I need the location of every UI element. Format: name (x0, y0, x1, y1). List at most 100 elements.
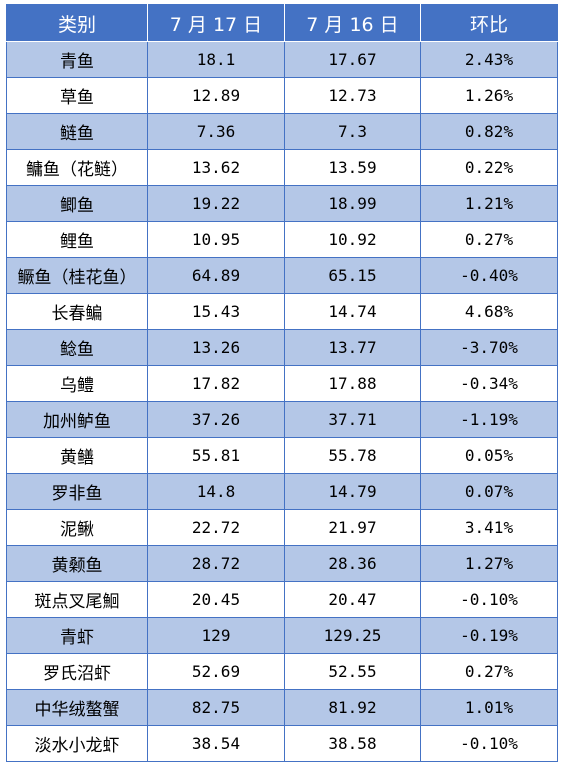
table-row: 青虾 129 129.25 -0.19% (6, 617, 558, 654)
cell-change: -0.10% (420, 581, 558, 618)
cell-price-jul17: 19.22 (147, 185, 285, 222)
cell-price-jul17: 14.8 (147, 473, 285, 510)
cell-category: 鳜鱼（桂花鱼） (6, 257, 148, 294)
cell-price-jul16: 13.77 (284, 329, 421, 366)
cell-price-jul16: 12.73 (284, 77, 421, 114)
cell-price-jul16: 81.92 (284, 689, 421, 726)
cell-change: 1.21% (420, 185, 558, 222)
cell-price-jul17: 82.75 (147, 689, 285, 726)
cell-category: 中华绒螯蟹 (6, 689, 148, 726)
table-row: 罗氏沼虾 52.69 52.55 0.27% (6, 653, 558, 690)
cell-price-jul17: 10.95 (147, 221, 285, 258)
cell-price-jul17: 12.89 (147, 77, 285, 114)
table-row: 黄鳝 55.81 55.78 0.05% (6, 437, 558, 474)
table-row: 鳙鱼（花鲢） 13.62 13.59 0.22% (6, 149, 558, 186)
cell-change: 1.01% (420, 689, 558, 726)
cell-price-jul17: 7.36 (147, 113, 285, 150)
cell-price-jul16: 20.47 (284, 581, 421, 618)
cell-price-jul17: 55.81 (147, 437, 285, 474)
table-row: 淡水小龙虾 38.54 38.58 -0.10% (6, 725, 558, 762)
cell-change: -3.70% (420, 329, 558, 366)
cell-category: 罗非鱼 (6, 473, 148, 510)
cell-category: 淡水小龙虾 (6, 725, 148, 762)
cell-category: 加州鲈鱼 (6, 401, 148, 438)
cell-category: 乌鳢 (6, 365, 148, 402)
header-change: 环比 (420, 4, 558, 42)
cell-change: 3.41% (420, 509, 558, 546)
cell-category: 泥鳅 (6, 509, 148, 546)
cell-change: 0.27% (420, 221, 558, 258)
cell-category: 鲤鱼 (6, 221, 148, 258)
cell-category: 黄颡鱼 (6, 545, 148, 582)
table-row: 鲤鱼 10.95 10.92 0.27% (6, 221, 558, 258)
cell-price-jul17: 17.82 (147, 365, 285, 402)
cell-price-jul17: 28.72 (147, 545, 285, 582)
cell-price-jul17: 22.72 (147, 509, 285, 546)
table-row: 鳜鱼（桂花鱼） 64.89 65.15 -0.40% (6, 257, 558, 294)
table-row: 鲶鱼 13.26 13.77 -3.70% (6, 329, 558, 366)
cell-change: -1.19% (420, 401, 558, 438)
cell-change: 1.26% (420, 77, 558, 114)
table-row: 黄颡鱼 28.72 28.36 1.27% (6, 545, 558, 582)
cell-price-jul17: 129 (147, 617, 285, 654)
table-row: 鲫鱼 19.22 18.99 1.21% (6, 185, 558, 222)
cell-category: 草鱼 (6, 77, 148, 114)
table-row: 草鱼 12.89 12.73 1.26% (6, 77, 558, 114)
header-category: 类别 (6, 4, 148, 42)
cell-price-jul17: 52.69 (147, 653, 285, 690)
cell-change: -0.40% (420, 257, 558, 294)
cell-price-jul16: 18.99 (284, 185, 421, 222)
cell-change: 0.07% (420, 473, 558, 510)
cell-price-jul16: 14.74 (284, 293, 421, 330)
cell-price-jul17: 18.1 (147, 41, 285, 78)
cell-price-jul16: 52.55 (284, 653, 421, 690)
cell-price-jul16: 17.67 (284, 41, 421, 78)
table-body: 青鱼 18.1 17.67 2.43% 草鱼 12.89 12.73 1.26% 鲢鱼 7.36 7… (6, 41, 558, 762)
cell-price-jul16: 10.92 (284, 221, 421, 258)
cell-category: 斑点叉尾鮰 (6, 581, 148, 618)
cell-price-jul16: 17.88 (284, 365, 421, 402)
header-date-jul17: 7 月 17 日 (147, 4, 285, 42)
cell-change: -0.19% (420, 617, 558, 654)
cell-category: 青虾 (6, 617, 148, 654)
cell-price-jul17: 38.54 (147, 725, 285, 762)
cell-price-jul16: 14.79 (284, 473, 421, 510)
cell-category: 鲶鱼 (6, 329, 148, 366)
cell-change: 0.27% (420, 653, 558, 690)
cell-category: 黄鳝 (6, 437, 148, 474)
table-row: 青鱼 18.1 17.67 2.43% (6, 41, 558, 78)
table-header: 类别 7 月 17 日 7 月 16 日 环比 (6, 4, 558, 42)
cell-category: 鲢鱼 (6, 113, 148, 150)
table-row: 斑点叉尾鮰 20.45 20.47 -0.10% (6, 581, 558, 618)
cell-change: 1.27% (420, 545, 558, 582)
cell-category: 青鱼 (6, 41, 148, 78)
cell-price-jul16: 21.97 (284, 509, 421, 546)
header-date-jul16: 7 月 16 日 (284, 4, 421, 42)
cell-price-jul17: 37.26 (147, 401, 285, 438)
cell-price-jul17: 13.62 (147, 149, 285, 186)
cell-price-jul17: 13.26 (147, 329, 285, 366)
cell-price-jul16: 7.3 (284, 113, 421, 150)
cell-price-jul16: 55.78 (284, 437, 421, 474)
table-row: 泥鳅 22.72 21.97 3.41% (6, 509, 558, 546)
cell-change: 0.05% (420, 437, 558, 474)
price-table: 类别 7 月 17 日 7 月 16 日 环比 青鱼 18.1 17.67 2.43%… (6, 4, 558, 762)
cell-price-jul16: 13.59 (284, 149, 421, 186)
cell-price-jul17: 64.89 (147, 257, 285, 294)
cell-price-jul17: 15.43 (147, 293, 285, 330)
cell-category: 鳙鱼（花鲢） (6, 149, 148, 186)
table-row: 加州鲈鱼 37.26 37.71 -1.19% (6, 401, 558, 438)
table-row: 罗非鱼 14.8 14.79 0.07% (6, 473, 558, 510)
header-row: 类别 7 月 17 日 7 月 16 日 环比 (6, 4, 558, 42)
table-row: 鲢鱼 7.36 7.3 0.82% (6, 113, 558, 150)
cell-category: 罗氏沼虾 (6, 653, 148, 690)
cell-change: -0.34% (420, 365, 558, 402)
cell-price-jul16: 65.15 (284, 257, 421, 294)
table-row: 中华绒螯蟹 82.75 81.92 1.01% (6, 689, 558, 726)
cell-change: 2.43% (420, 41, 558, 78)
cell-change: 4.68% (420, 293, 558, 330)
cell-price-jul16: 38.58 (284, 725, 421, 762)
cell-price-jul16: 28.36 (284, 545, 421, 582)
cell-price-jul16: 129.25 (284, 617, 421, 654)
table-row: 乌鳢 17.82 17.88 -0.34% (6, 365, 558, 402)
